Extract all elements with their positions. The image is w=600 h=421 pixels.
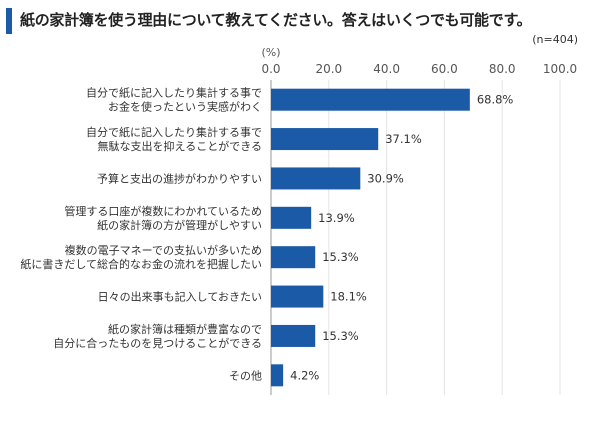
- bar: [271, 206, 312, 229]
- x-tick-label: 0.0: [261, 62, 280, 76]
- category-label: 自分に合ったものを見つけることができる: [53, 336, 262, 350]
- bar: [271, 246, 316, 269]
- category-label: 管理する口座が複数にわかれているため: [64, 204, 262, 218]
- bar: [271, 88, 470, 111]
- x-tick-label: 60.0: [431, 62, 458, 76]
- title-accent-bar: [6, 8, 12, 34]
- bar: [271, 128, 379, 151]
- category-label: 自分で紙に記入したり集計する事で: [86, 86, 262, 100]
- x-tick-label: 100.0: [543, 62, 577, 76]
- value-label: 4.2%: [290, 368, 319, 382]
- category-label: 紙の家計簿は種類が豊富なので: [108, 322, 262, 336]
- value-label: 30.9%: [367, 171, 404, 185]
- category-label: 自分で紙に記入したり集計する事で: [86, 125, 262, 139]
- bar: [271, 285, 324, 308]
- category-label: 予算と支出の進捗がわかりやすい: [97, 171, 262, 185]
- value-label: 37.1%: [385, 132, 422, 146]
- value-label: 15.3%: [322, 329, 359, 343]
- x-tick-label: 20.0: [315, 62, 342, 76]
- category-label: 無駄な支出を抑えることができる: [98, 139, 262, 153]
- chart-title: 紙の家計簿を使う理由について教えてください。答えはいくつでも可能です。: [20, 11, 532, 29]
- category-label: その他: [229, 369, 262, 382]
- category-label: お金を使ったという実感がわく: [108, 100, 262, 114]
- value-label: 15.3%: [322, 250, 359, 264]
- value-label: 13.9%: [318, 211, 355, 225]
- value-label: 18.1%: [330, 290, 367, 304]
- category-label: 紙に書きだして総合的なお金の流れを把握したい: [20, 257, 262, 271]
- sample-size: (n=404): [532, 33, 578, 46]
- bar: [271, 364, 284, 387]
- bar: [271, 324, 316, 347]
- category-label: 紙の家計簿の方が管理がしやすい: [97, 218, 262, 232]
- axis-unit-label: (%): [261, 46, 280, 59]
- x-tick-label: 80.0: [489, 62, 516, 76]
- category-label: 複数の電子マネーでの支払いが多いため: [65, 243, 262, 257]
- x-tick-label: 40.0: [373, 62, 400, 76]
- value-label: 68.8%: [477, 93, 514, 107]
- category-label: 日々の出来事も記入しておきたい: [98, 290, 262, 304]
- bar: [271, 167, 361, 190]
